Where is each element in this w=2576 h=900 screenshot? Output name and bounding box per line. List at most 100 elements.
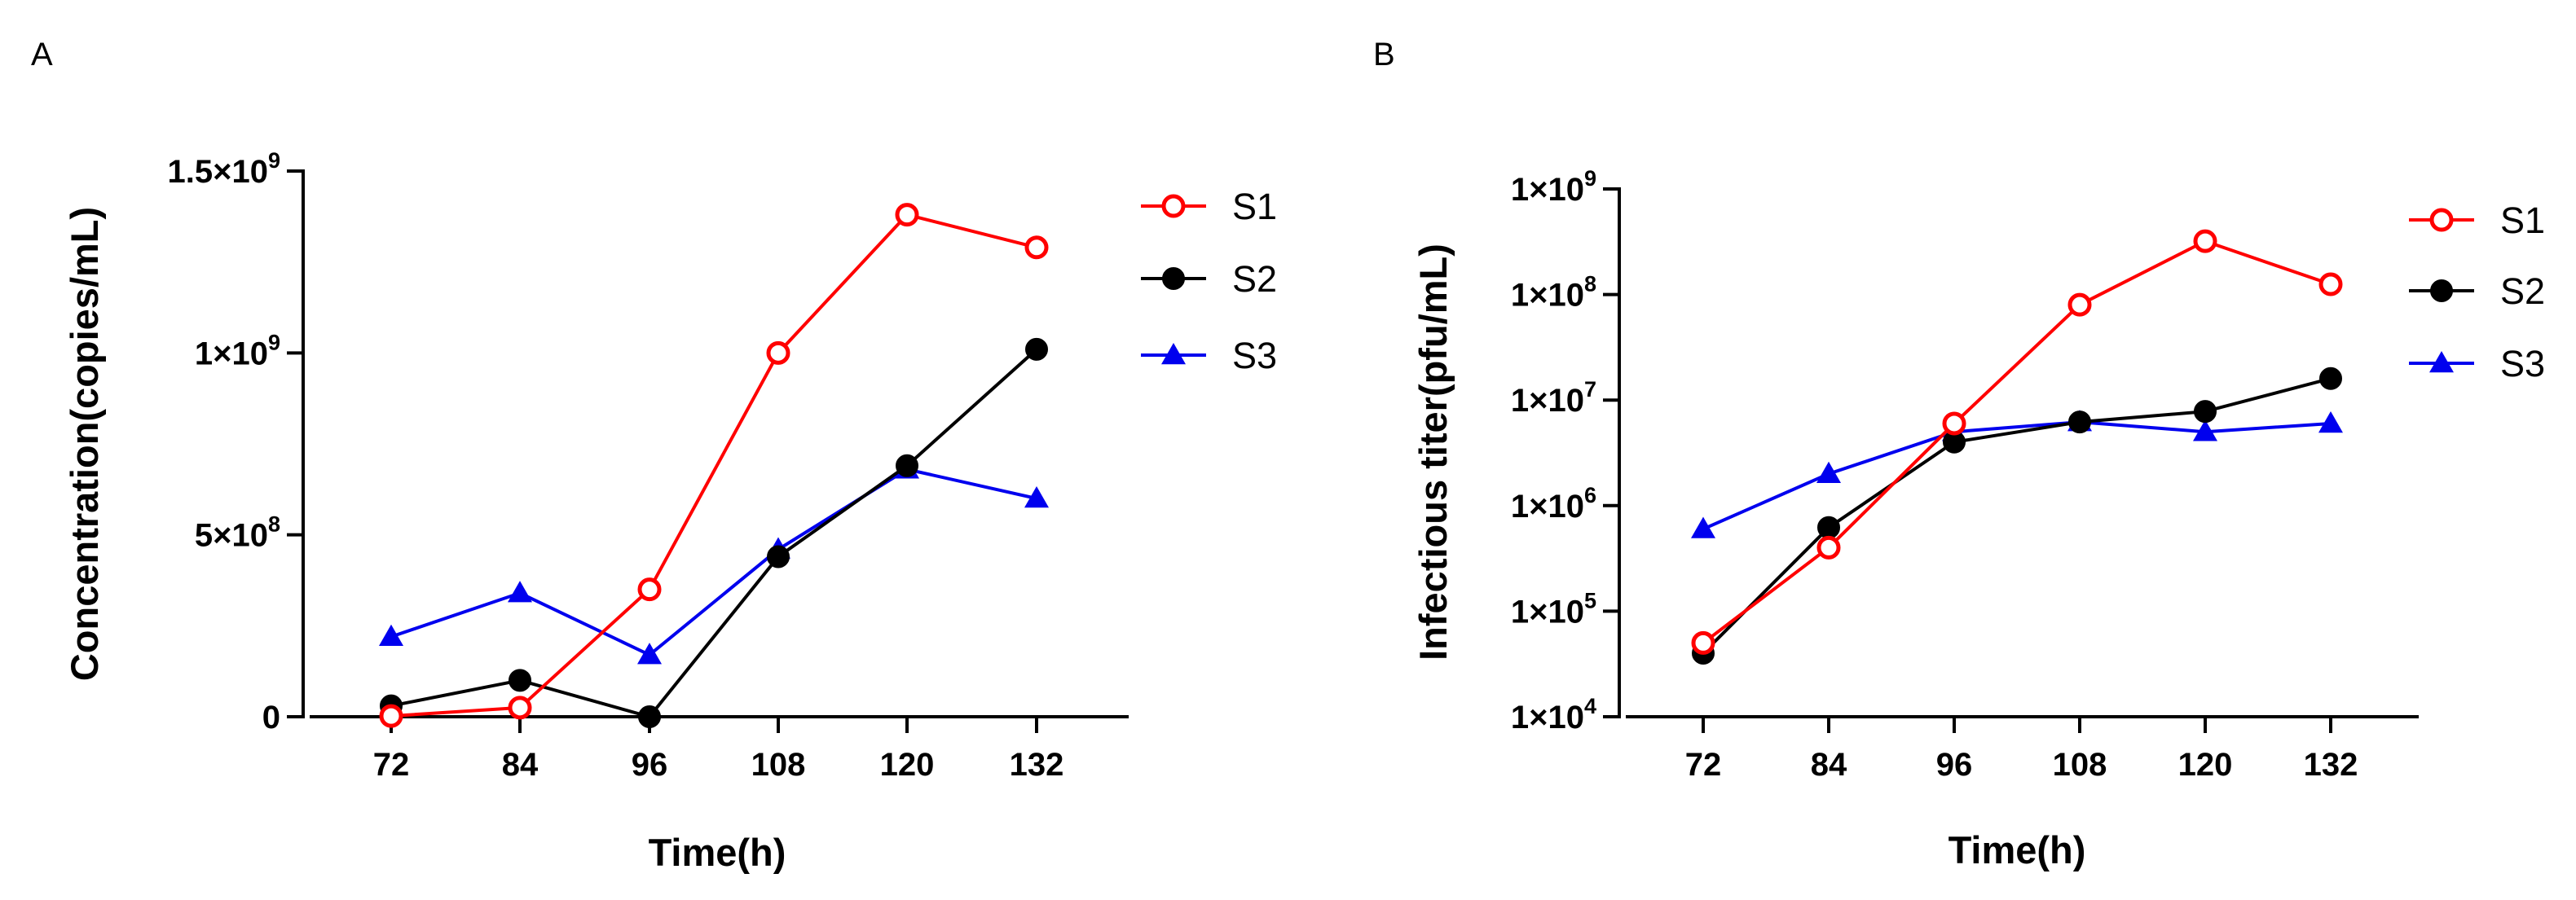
legend-item-s2: S2 bbox=[1141, 258, 1277, 300]
legend-label: S1 bbox=[1232, 186, 1277, 227]
series-s2 bbox=[380, 337, 1048, 728]
series-s1-line bbox=[390, 213, 1037, 718]
y-tick-label-exponent: 9 bbox=[268, 330, 280, 354]
x-tick-label: 96 bbox=[632, 747, 668, 783]
data-point bbox=[767, 545, 790, 569]
y-axis-title: Infectious titer(pfu/mL) bbox=[1411, 244, 1455, 661]
y-tick-label-exponent: 9 bbox=[268, 148, 280, 173]
y-tick-label: 1×105 bbox=[1511, 588, 1596, 630]
data-point bbox=[1816, 461, 1841, 484]
legend-marker bbox=[1161, 194, 1186, 218]
x-tick-label: 132 bbox=[1010, 747, 1064, 783]
data-point bbox=[1024, 235, 1049, 260]
data-point bbox=[379, 704, 403, 728]
x-tick-label: 108 bbox=[2053, 747, 2107, 783]
legend-label: S3 bbox=[2500, 343, 2545, 384]
data-point bbox=[2067, 292, 2092, 317]
series-s3-line bbox=[1702, 420, 2332, 531]
data-point bbox=[2319, 367, 2342, 390]
data-point bbox=[637, 643, 662, 665]
series-s3 bbox=[379, 457, 1049, 665]
data-point bbox=[1025, 337, 1048, 361]
y-tick-label-base: 1×10 bbox=[1511, 172, 1584, 208]
series-s3 bbox=[1691, 410, 2343, 538]
x-axis-title: Time(h) bbox=[649, 831, 786, 874]
y-tick-label-exponent: 7 bbox=[1584, 377, 1596, 402]
legend-item-s3: S3 bbox=[2409, 343, 2545, 384]
y-tick-label-exponent: 8 bbox=[268, 512, 280, 537]
x-tick-label: 72 bbox=[1685, 747, 1722, 783]
legend-item-s2: S2 bbox=[2409, 270, 2545, 312]
data-point bbox=[1691, 516, 1715, 538]
data-point bbox=[2194, 400, 2217, 424]
data-point bbox=[896, 454, 918, 477]
y-tick-label: 5×108 bbox=[195, 512, 280, 554]
legend-marker bbox=[2429, 208, 2454, 232]
y-tick-label-exponent: 6 bbox=[1584, 483, 1596, 507]
y-tick-label-base: 1×10 bbox=[1511, 278, 1584, 314]
y-tick-label-exponent: 4 bbox=[1584, 694, 1596, 718]
legend-marker bbox=[2430, 279, 2453, 302]
legend-item-s1: S1 bbox=[2409, 200, 2545, 241]
data-point bbox=[1024, 486, 1049, 508]
x-tick-label: 108 bbox=[751, 747, 806, 783]
y-tick-label-base: 1×10 bbox=[1511, 489, 1584, 525]
data-point bbox=[1691, 630, 1715, 655]
y-tick-label-base: 1.5×10 bbox=[168, 154, 268, 190]
y-tick-label: 1×106 bbox=[1511, 483, 1596, 525]
legend-item-s3: S3 bbox=[1141, 335, 1277, 376]
legend-label: S3 bbox=[1232, 335, 1277, 376]
data-point bbox=[1942, 411, 1966, 436]
legend-marker bbox=[1162, 267, 1185, 290]
series-s1 bbox=[1691, 229, 2343, 655]
y-axis-title: Concentration(copies/mL) bbox=[63, 207, 106, 681]
data-point bbox=[895, 203, 919, 227]
legend-label: S1 bbox=[2500, 200, 2545, 241]
y-tick-label-base: 1×10 bbox=[1511, 594, 1584, 630]
data-point bbox=[509, 669, 531, 692]
y-tick-label: 1×109 bbox=[1511, 166, 1596, 208]
data-point bbox=[2068, 410, 2091, 434]
y-tick-label-exponent: 5 bbox=[1584, 588, 1596, 612]
x-tick-label: 132 bbox=[2304, 747, 2358, 783]
series-s3-line bbox=[390, 468, 1037, 657]
series-s1 bbox=[379, 203, 1049, 728]
data-point bbox=[2193, 419, 2217, 441]
y-tick-label-base: 1×10 bbox=[1511, 383, 1584, 419]
data-point bbox=[508, 696, 532, 720]
x-axis-title: Time(h) bbox=[1949, 828, 2086, 871]
y-tick-label-exponent: 8 bbox=[1584, 272, 1596, 296]
data-point bbox=[2318, 272, 2343, 296]
panel-b-letter: B bbox=[1373, 37, 1395, 72]
series-s2-line bbox=[390, 348, 1038, 719]
y-tick-label-exponent: 9 bbox=[1584, 166, 1596, 191]
series-s1-line bbox=[1702, 239, 2332, 645]
legend-label: S2 bbox=[2500, 270, 2545, 312]
y-tick-label-base: 1×10 bbox=[1511, 700, 1584, 735]
y-tick-label-base: 5×10 bbox=[195, 518, 268, 554]
y-tick-label-base: 1×10 bbox=[195, 336, 268, 371]
y-tick-label: 0 bbox=[262, 700, 280, 735]
data-point bbox=[766, 340, 790, 365]
y-tick-label: 1.5×109 bbox=[168, 148, 281, 190]
data-point bbox=[2193, 229, 2217, 253]
y-tick-label: 1×107 bbox=[1511, 377, 1596, 419]
panel-a-letter: A bbox=[31, 37, 53, 72]
data-point bbox=[638, 705, 661, 728]
y-tick-label: 1×104 bbox=[1511, 694, 1596, 735]
series-s2-line bbox=[1702, 376, 2332, 655]
x-tick-label: 96 bbox=[1936, 747, 1973, 783]
x-tick-label: 84 bbox=[502, 747, 539, 783]
x-tick-label: 84 bbox=[1811, 747, 1847, 783]
data-point bbox=[508, 581, 532, 603]
x-tick-label: 72 bbox=[373, 747, 410, 783]
legend-marker bbox=[1161, 343, 1186, 365]
y-tick-label: 1×109 bbox=[195, 330, 280, 371]
data-point bbox=[379, 624, 403, 646]
series-s2 bbox=[1692, 367, 2342, 665]
data-point bbox=[637, 577, 662, 602]
y-tick-label-base: 0 bbox=[262, 700, 280, 735]
y-tick-label: 1×108 bbox=[1511, 272, 1596, 314]
